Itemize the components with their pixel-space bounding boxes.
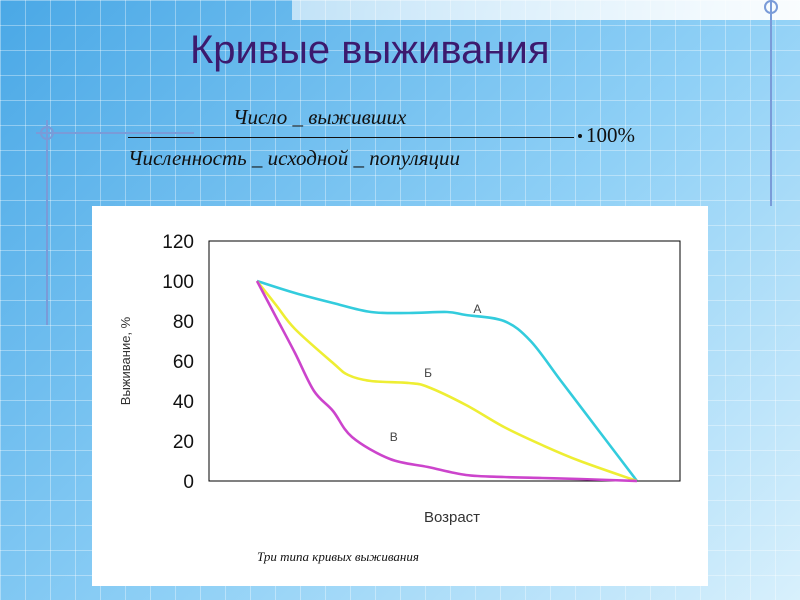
formula-multiplier: 100% xyxy=(586,123,635,147)
y-tick-label: 40 xyxy=(173,392,194,413)
slide-title: Кривые выживания xyxy=(190,28,550,72)
formula-numerator: Число _ выживших xyxy=(233,105,407,129)
decor-ring-left xyxy=(40,126,54,140)
series-label-1: А xyxy=(473,302,481,316)
series-label-3: В xyxy=(390,430,398,444)
decor-line-right xyxy=(770,0,772,206)
series-label-2: Б xyxy=(424,366,432,380)
series-line-2 xyxy=(255,280,638,483)
y-tick-label: 120 xyxy=(162,232,194,253)
formula-fraction-bar xyxy=(128,137,574,138)
decor-line-left xyxy=(46,120,48,325)
decor-line-horizontal xyxy=(36,132,194,134)
series-line-3 xyxy=(255,280,638,483)
formula-multiply-dot xyxy=(578,134,582,138)
y-axis-label: Выживание, % xyxy=(118,316,133,405)
survival-formula: Число _ выживших Численность _ исходной … xyxy=(120,100,680,180)
y-tick-label: 100 xyxy=(162,272,194,293)
survival-chart: 0 20 40 60 80 100 120 Возраст Выживание, % А Б В xyxy=(118,232,681,526)
formula-denominator: Численность _ исходной _ популяции xyxy=(128,146,460,170)
y-tick-label: 60 xyxy=(173,352,194,373)
y-tick-label: 80 xyxy=(173,312,194,333)
plot-frame xyxy=(208,240,681,482)
series-line-1 xyxy=(256,279,639,482)
top-decor-panel xyxy=(292,0,800,20)
chart-figure: 0 20 40 60 80 100 120 Возраст Выживание, % А Б В Тр… xyxy=(92,206,708,586)
y-tick-label: 20 xyxy=(173,432,194,453)
decor-ring-right xyxy=(764,0,778,14)
x-axis-label: Возраст xyxy=(424,509,480,526)
figure-caption: Три типа кривых выживания xyxy=(257,549,419,564)
y-tick-label: 0 xyxy=(183,472,194,493)
